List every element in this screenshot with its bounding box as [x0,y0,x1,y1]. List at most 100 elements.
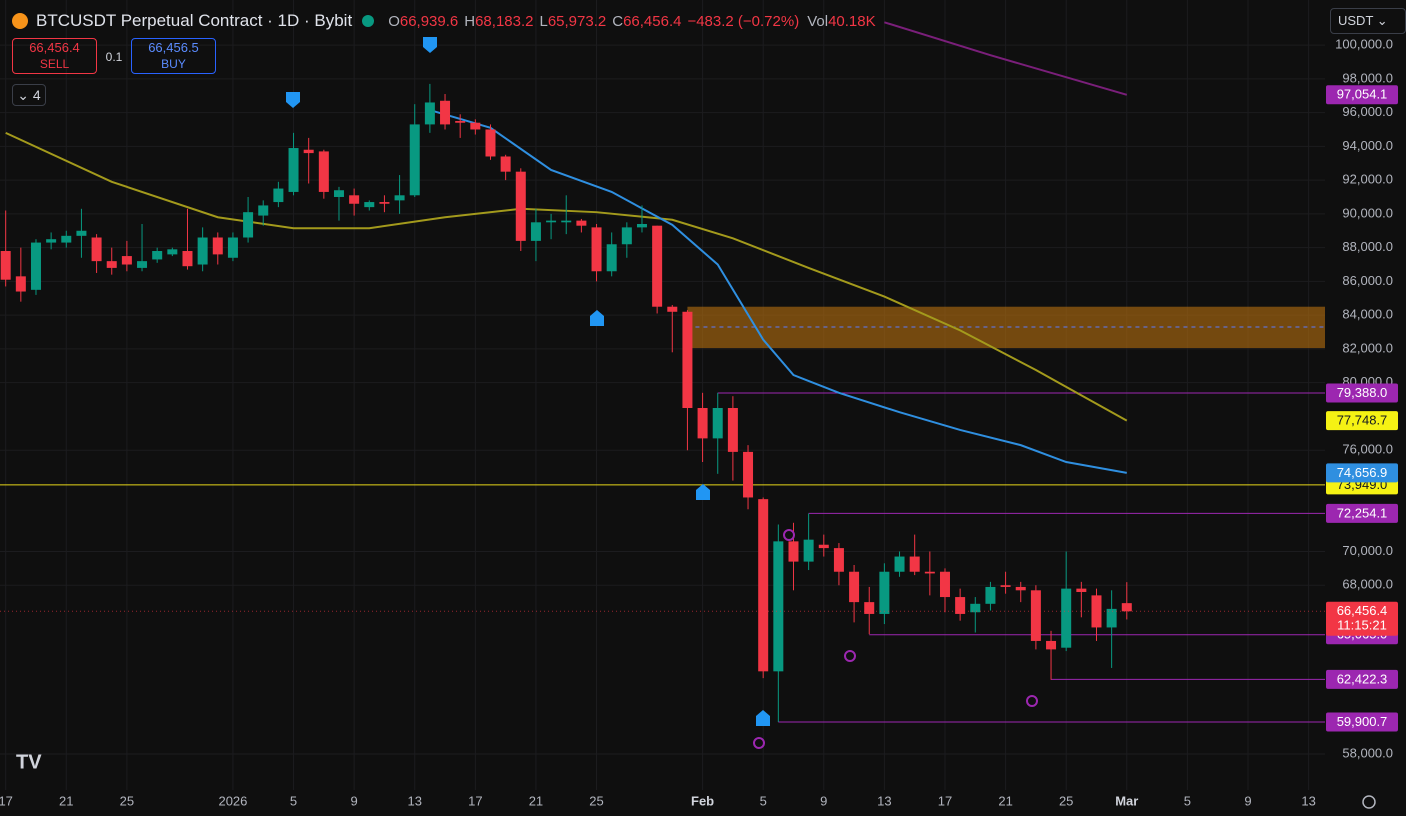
candle-body [803,539,814,562]
y-tick-label: 98,000.0 [1342,70,1393,85]
candle-body [303,149,314,154]
quantity[interactable]: 0.1 [105,50,123,64]
candle-body [197,237,208,265]
candle-body [91,237,102,262]
indicator-line [884,21,1128,96]
candle-body [333,190,344,197]
candle-body [924,571,935,574]
candle-body [500,156,511,172]
candle-body [470,122,481,130]
candle-body [758,499,769,672]
symbol-title[interactable]: BTCUSDT Perpetual Contract · 1D · Bybit [36,11,353,30]
candle-body [106,261,117,268]
price-label-bg [1326,669,1398,689]
price-label: 62,422.3 [1337,671,1388,686]
x-tick-label: 17 [0,793,13,808]
status-dot [362,15,375,27]
currency: USDT [1338,13,1374,28]
flag-marker [423,37,437,53]
indicator-line [5,131,1128,422]
y-tick-label: 76,000.0 [1342,442,1393,457]
flag-marker [756,710,770,726]
candle-body [455,121,466,123]
candle-body [1030,590,1041,641]
indicators-count: 4 [32,87,41,103]
price-label-bg [1326,712,1398,732]
buy-button[interactable]: 66,456.5 BUY [131,38,216,74]
sell-price: 66,456.4 [29,40,80,55]
buy-label: BUY [161,57,186,71]
candle-body [137,261,148,268]
x-tick-label: 9 [1244,793,1251,808]
candle-body [606,244,617,272]
ohlc-value: 68,183.2 [475,12,534,30]
plot-area [0,21,1325,723]
x-tick-label: Feb [691,793,714,808]
markers [286,37,770,726]
y-tick-label: 86,000.0 [1342,273,1393,288]
x-tick-label: 9 [351,793,358,808]
price-label-bg [1326,503,1398,523]
candle-body [667,306,678,312]
x-tick-label: 5 [760,793,767,808]
current-price: 66,456.4 [1337,603,1388,618]
candle-body [818,544,829,549]
candle-body [46,239,57,243]
candle-body [955,597,966,614]
x-tick-label: 2026 [218,793,247,808]
y-tick-label: 70,000.0 [1342,543,1393,558]
coin-icon [12,13,28,29]
currency-select[interactable]: USDT ⌄ [1330,8,1406,34]
sell-button[interactable]: 66,456.4 SELL [12,38,97,74]
candle-body [682,311,693,408]
indicators-toggle[interactable]: ⌄ 4 [12,84,46,106]
x-tick-label: 17 [468,793,482,808]
x-tick-label: 21 [529,793,543,808]
price-label: 59,900.7 [1337,714,1388,729]
candle-body [939,571,950,598]
settings-icon[interactable] [1362,795,1376,809]
candle-body [985,586,996,604]
candle-body [1121,603,1132,612]
candle-body [530,222,541,241]
candle-body [394,195,405,201]
candle-body [0,251,11,280]
candle-body [1106,608,1117,628]
zone [687,306,1325,349]
y-tick-label: 68,000.0 [1342,577,1393,592]
candle-body [30,242,41,290]
candle-body [712,407,723,439]
candle-body [167,249,178,255]
flag-marker [286,92,300,108]
time-axis: 17 21 25 2026 5 9 13 17 21 25 Feb 5 9 13 17 21 25 Mar 5 9 13 [0,793,1316,808]
candle-body [1000,585,1011,587]
ohlc-key: H [464,12,476,30]
candle-body [212,237,223,255]
candle-body [652,225,663,307]
y-tick-label: 88,000.0 [1342,239,1393,254]
candle-body [409,124,420,196]
candle-body [879,571,890,614]
candle-body [258,205,269,216]
candle-body [546,220,557,223]
candle-body [288,148,299,192]
candle-body [561,220,572,223]
x-tick-label: 9 [820,793,827,808]
candle-body [76,230,87,236]
x-tick-label: 25 [1059,793,1073,808]
countdown: 11:15:21 [1337,618,1387,633]
candle-body [121,256,132,265]
ohlc-value: 65,973.2 [547,12,607,30]
logo: TV [16,751,42,773]
flag-marker [590,310,604,326]
candle-body [182,251,193,267]
current-price-bg [1326,601,1398,636]
candle-body [727,407,738,452]
y-tick-label: 90,000.0 [1342,205,1393,220]
ohlc-key: C [612,12,624,30]
y-tick-label: 100,000.0 [1335,37,1393,52]
candle-body [424,102,435,125]
x-tick-label: 17 [938,793,952,808]
